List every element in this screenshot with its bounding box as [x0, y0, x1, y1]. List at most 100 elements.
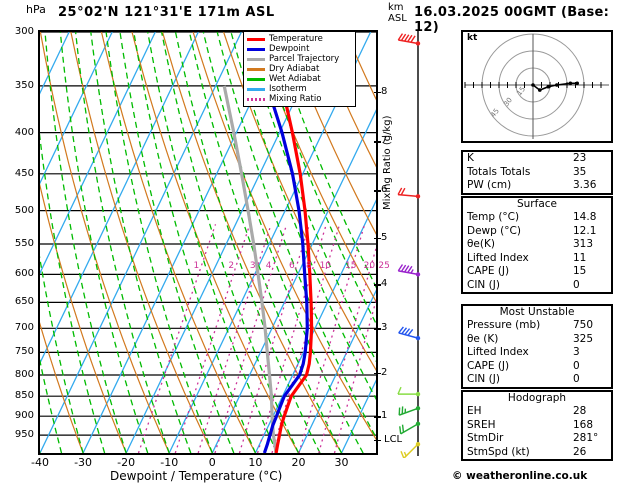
mixing-ratio-label-25: 25: [378, 261, 390, 271]
table-row: Temp (°C) 14.8: [463, 211, 611, 225]
hodograph-ring-label-45: 45: [489, 107, 501, 119]
legend-item-wet-adiabat: Wet Adiabat: [247, 74, 352, 84]
row-key: PW (cm): [467, 179, 512, 191]
pressure-tick-650: 650: [14, 296, 34, 308]
pressure-tick-800: 800: [14, 368, 34, 380]
height-tick-7km: 7: [381, 135, 388, 147]
row-value: 0: [573, 278, 580, 291]
mixing-ratio-label-8: 8: [306, 261, 312, 271]
height-tick-3km: 3: [381, 322, 388, 334]
dewpoint-curve: [248, 32, 309, 453]
legend-swatch-temperature: [247, 37, 265, 41]
row-key: Dewp (°C): [467, 224, 521, 237]
row-value: 0: [573, 359, 580, 372]
wind-barb: [399, 421, 421, 435]
mixing-ratio-label-2: 2: [228, 261, 235, 271]
wind-barb: [398, 406, 421, 416]
legend: Temperature Dewpoint Parcel Trajectory Dry …: [243, 31, 356, 107]
legend-label: Parcel Trajectory: [269, 54, 340, 64]
legend-label: Temperature: [269, 34, 323, 44]
wind-barb: [397, 264, 421, 277]
lcl-marker-label: LCL: [384, 433, 403, 445]
pressure-axis-unit-label: hPa: [26, 3, 46, 16]
row-value: 750: [573, 319, 594, 331]
legend-label: Mixing Ratio: [269, 94, 322, 104]
legend-swatch-isotherm: [247, 87, 265, 91]
hodograph-panel: kt 15 30 45: [461, 30, 613, 143]
model-run-title: 16.03.2025 00GMT (Base: 12): [414, 5, 610, 35]
row-key: Lifted Index: [467, 251, 529, 264]
row-key: θe(K): [467, 238, 495, 250]
table-row: StmSpd (kt) 26: [463, 446, 611, 460]
legend-swatch-parcel-trajectory: [247, 57, 265, 61]
legend-item-temperature: Temperature: [247, 34, 352, 44]
wind-barb: [397, 386, 421, 397]
table-row: CAPE (J) 0: [463, 360, 611, 374]
hodograph-stats-table: Hodograph EH 28 SREH 168 StmDir 281° StmSpd (kt…: [461, 390, 613, 461]
wind-barb: [397, 33, 421, 46]
row-value: 281°: [573, 432, 599, 444]
height-tick-mark: [374, 372, 381, 375]
legend-label: Isotherm: [269, 84, 307, 94]
height-tick-8km: 8: [381, 85, 388, 97]
pressure-tick-900: 900: [14, 410, 34, 422]
mixing-ratio-label-1: 1: [193, 261, 200, 271]
hodograph-unit-label: kt: [467, 33, 478, 43]
table-row: EH 28: [463, 405, 611, 419]
dry-adiabat-lines: [40, 32, 376, 453]
x-axis-title: Dewpoint / Temperature (°C): [110, 469, 283, 483]
table-row: Lifted Index 3: [463, 346, 611, 360]
wind-barb: [400, 441, 421, 458]
tbl-surface-title: Surface: [516, 198, 557, 210]
hodograph-point: [555, 83, 559, 87]
temperature-curve: [268, 32, 314, 453]
height-tick-mark: [374, 237, 381, 240]
height-tick-mark: [374, 91, 381, 94]
row-key: StmDir: [467, 432, 504, 444]
height-tick-4km: 4: [381, 278, 388, 290]
row-value: 11: [573, 251, 587, 264]
table-row: CIN (J) 0: [463, 373, 611, 387]
row-key: Pressure (mb): [467, 319, 541, 331]
height-tick-mark: [374, 190, 381, 193]
skewt-svg: [40, 32, 376, 453]
legend-swatch-dry-adiabat: [247, 67, 265, 71]
legend-item-isotherm: Isotherm: [247, 84, 352, 94]
wind-barb-column: [397, 30, 421, 458]
row-key: SREH: [467, 418, 496, 431]
pressure-tick-300: 300: [14, 26, 34, 37]
wind-barb: [398, 326, 421, 341]
table-row: Lifted Index 11: [463, 252, 611, 266]
hodograph-point: [546, 84, 551, 89]
mixing-ratio-label-3: 3: [249, 261, 256, 271]
row-value: 26: [573, 445, 587, 458]
height-axis-unit-line1: km: [388, 2, 404, 13]
row-key: CAPE (J): [467, 265, 510, 277]
row-value: 15: [573, 265, 587, 277]
mixing-ratio-label-15: 15: [344, 261, 357, 271]
legend-item-dry-adiabat: Dry Adiabat: [247, 64, 352, 74]
hodograph-point: [575, 81, 579, 86]
mixing-ratio-label-10: 10: [319, 261, 332, 271]
row-value: 3: [573, 346, 580, 358]
temp-tick--30: -30: [74, 456, 93, 469]
legend-item-dewpoint: Dewpoint: [247, 44, 352, 54]
temp-tick-30: 30: [334, 456, 349, 469]
legend-item-parcel-trajectory: Parcel Trajectory: [247, 54, 352, 64]
lcl-tick-mark: [374, 439, 381, 442]
row-value: 3.36: [573, 179, 597, 191]
row-key: StmSpd (kt): [467, 445, 530, 458]
most-unstable-parcel-table: Most Unstable Pressure (mb) 750 θe (K) 325 Li…: [461, 304, 613, 389]
row-value: 28: [573, 405, 587, 417]
tbl-hodo-title: Hodograph: [507, 392, 567, 404]
legend-swatch-dewpoint: [247, 47, 265, 51]
hodograph-ring-label-30: 30: [502, 96, 514, 108]
height-tick-1km: 1: [381, 410, 388, 422]
row-value: 168: [573, 418, 594, 431]
height-tick-mark: [374, 328, 381, 330]
mixing-ratio-label-20: 20: [363, 261, 376, 271]
row-key: K: [467, 152, 474, 164]
legend-label: Dewpoint: [269, 44, 310, 54]
station-title: 25°02'N 121°31'E 171m ASL: [58, 5, 275, 20]
table-row: Pressure (mb) 750: [463, 319, 611, 333]
